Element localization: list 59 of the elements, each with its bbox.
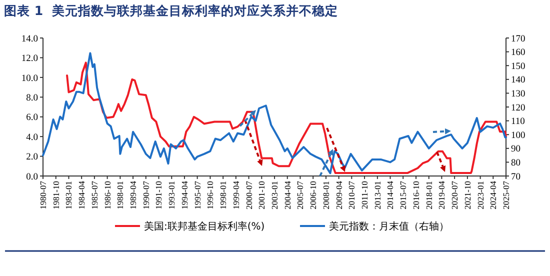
y-tick-label: 4.0 bbox=[26, 132, 38, 143]
y2-tick-label: 170 bbox=[511, 34, 526, 44]
legend-label: 美元指数：月末值（右轴） bbox=[329, 220, 449, 232]
x-tick-label: 1986-10 bbox=[102, 181, 112, 210]
x-tick-label: 1984-04 bbox=[76, 180, 87, 210]
x-tick-label: 2021-10 bbox=[462, 181, 472, 210]
x-tick-label: 2004-04 bbox=[282, 180, 292, 210]
y2-tick-label: 70 bbox=[511, 172, 521, 182]
x-tick-label: 2015-07 bbox=[398, 181, 408, 210]
legend-label: 美国:联邦基金目标利率(%) bbox=[144, 220, 265, 232]
x-tick-label: 1998-01 bbox=[218, 181, 228, 210]
x-tick-label: 2024-04 bbox=[488, 180, 498, 210]
x-tick-label: 2001-10 bbox=[256, 181, 267, 210]
x-tick-label: 1991-10 bbox=[154, 181, 164, 210]
x-tick-label: 1999-04 bbox=[230, 180, 241, 210]
y-tick-label: 14.0 bbox=[21, 34, 38, 44]
x-tick-label: 1995-07 bbox=[192, 181, 202, 210]
x-tick-label: 1989-04 bbox=[128, 180, 138, 210]
y-tick-label: 10.0 bbox=[21, 74, 38, 84]
x-tick-label: 1981-10 bbox=[50, 181, 61, 210]
y-tick-label: 8.0 bbox=[26, 93, 38, 104]
y2-tick-label: 120 bbox=[511, 103, 526, 114]
y2-tick-label: 110 bbox=[511, 117, 526, 128]
x-tick-label: 1988-01 bbox=[115, 181, 126, 210]
x-tick-label: 2003-01 bbox=[270, 181, 280, 210]
x-tick-label: 2011-10 bbox=[360, 181, 370, 210]
y2-tick-label: 160 bbox=[511, 48, 526, 58]
y-tick-label: 2.0 bbox=[26, 152, 38, 163]
x-tick-label: 1980-07 bbox=[38, 181, 48, 210]
x-tick-label: 2000-07 bbox=[244, 181, 254, 210]
x-tick-label: 2020-07 bbox=[450, 181, 460, 210]
x-tick-label: 1983-01 bbox=[64, 181, 74, 210]
chart-title: 图表 1 美元指数与联邦基金目标利率的对应关系并不稳定 bbox=[4, 3, 338, 18]
x-tick-label: 2023-01 bbox=[475, 181, 486, 210]
x-tick-label: 2006-10 bbox=[308, 181, 318, 210]
y2-tick-label: 150 bbox=[511, 62, 526, 72]
y-tick-label: 12.0 bbox=[21, 54, 38, 64]
y2-tick-label: 90 bbox=[511, 144, 521, 155]
y2-tick-label: 130 bbox=[511, 90, 526, 100]
y2-tick-label: 140 bbox=[511, 76, 526, 86]
x-tick-label: 2018-01 bbox=[424, 181, 434, 210]
x-tick-label: 2016-10 bbox=[410, 181, 421, 210]
x-tick-label: 1990-07 bbox=[140, 181, 151, 210]
y2-tick-label: 100 bbox=[511, 130, 526, 141]
x-tick-label: 2005-07 bbox=[295, 181, 306, 210]
x-tick-label: 2014-04 bbox=[385, 180, 396, 210]
x-tick-label: 2019-04 bbox=[436, 180, 447, 210]
y-tick-label: 0.0 bbox=[26, 172, 38, 182]
y2-tick-label: 80 bbox=[511, 158, 521, 169]
x-tick-label: 1993-01 bbox=[166, 181, 177, 210]
x-tick-label: 1985-07 bbox=[89, 181, 100, 210]
x-tick-label: 1994-04 bbox=[179, 180, 190, 210]
x-tick-label: 2010-07 bbox=[346, 181, 357, 210]
x-tick-label: 2013-01 bbox=[372, 181, 382, 210]
x-tick-label: 2025-07 bbox=[500, 181, 511, 210]
x-tick-label: 2009-04 bbox=[334, 180, 344, 210]
x-tick-label: 2008-01 bbox=[320, 181, 331, 210]
y-tick-label: 6.0 bbox=[26, 113, 38, 124]
x-tick-label: 1996-10 bbox=[205, 181, 216, 210]
